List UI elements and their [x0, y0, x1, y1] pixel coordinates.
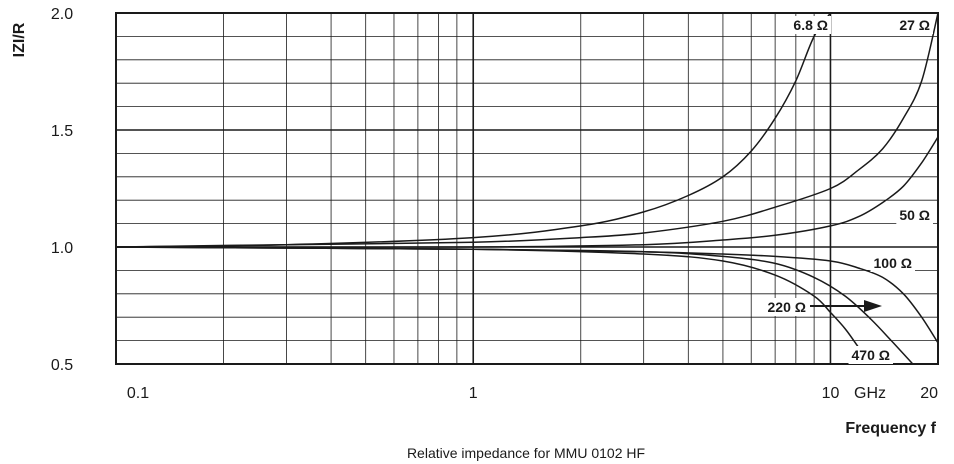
- series-line-0: [116, 13, 832, 248]
- series-label-bg: [790, 16, 831, 34]
- y-tick-label: 0.5: [51, 357, 73, 374]
- x-unit-label: GHz: [854, 385, 886, 402]
- series-label-0: 6.8 Ω: [793, 17, 828, 33]
- series-label-3: 100 Ω: [874, 255, 912, 271]
- x-tick-label: 10: [822, 385, 840, 402]
- series-label-2: 50 Ω: [899, 207, 930, 223]
- grid-lines: [116, 13, 938, 364]
- series-curves: [116, 13, 938, 364]
- series-label-bg: [896, 206, 933, 224]
- series-label-bg: [848, 346, 893, 364]
- series-label-bg: [896, 16, 933, 34]
- series-label-4: 220 Ω: [768, 299, 806, 315]
- series-line-5: [116, 246, 872, 364]
- x-tick-label: 20: [920, 385, 938, 402]
- series-labels: 6.8 Ω 27 Ω 50 Ω 100 Ω 220 Ω 470 Ω: [764, 16, 933, 364]
- x-tick-label: 0.1: [127, 385, 149, 402]
- series-label-1: 27 Ω: [899, 17, 930, 33]
- series-line-3: [116, 246, 938, 344]
- arrow-head-icon: [864, 300, 882, 312]
- series-label-5: 470 Ω: [852, 347, 890, 363]
- series-line-1: [116, 13, 938, 248]
- x-axis-title: Frequency f: [845, 420, 936, 437]
- y-axis-title: IZI/R: [11, 22, 28, 57]
- series-line-2: [116, 136, 938, 248]
- plot-frame: [115, 12, 939, 365]
- x-tick-label: 1: [469, 385, 478, 402]
- y-tick-label: 1.0: [51, 240, 73, 257]
- annotation-arrows: [810, 300, 882, 312]
- y-tick-label: 1.5: [51, 123, 73, 140]
- y-tick-label: 2.0: [51, 6, 73, 23]
- chart-caption: Relative impedance for MMU 0102 HF: [407, 445, 645, 461]
- series-label-bg: [870, 254, 915, 272]
- tick-labels: 2.0 1.5 1.0 0.5 0.1 1 10 20 GHz: [51, 6, 938, 402]
- series-label-bg: [764, 298, 809, 316]
